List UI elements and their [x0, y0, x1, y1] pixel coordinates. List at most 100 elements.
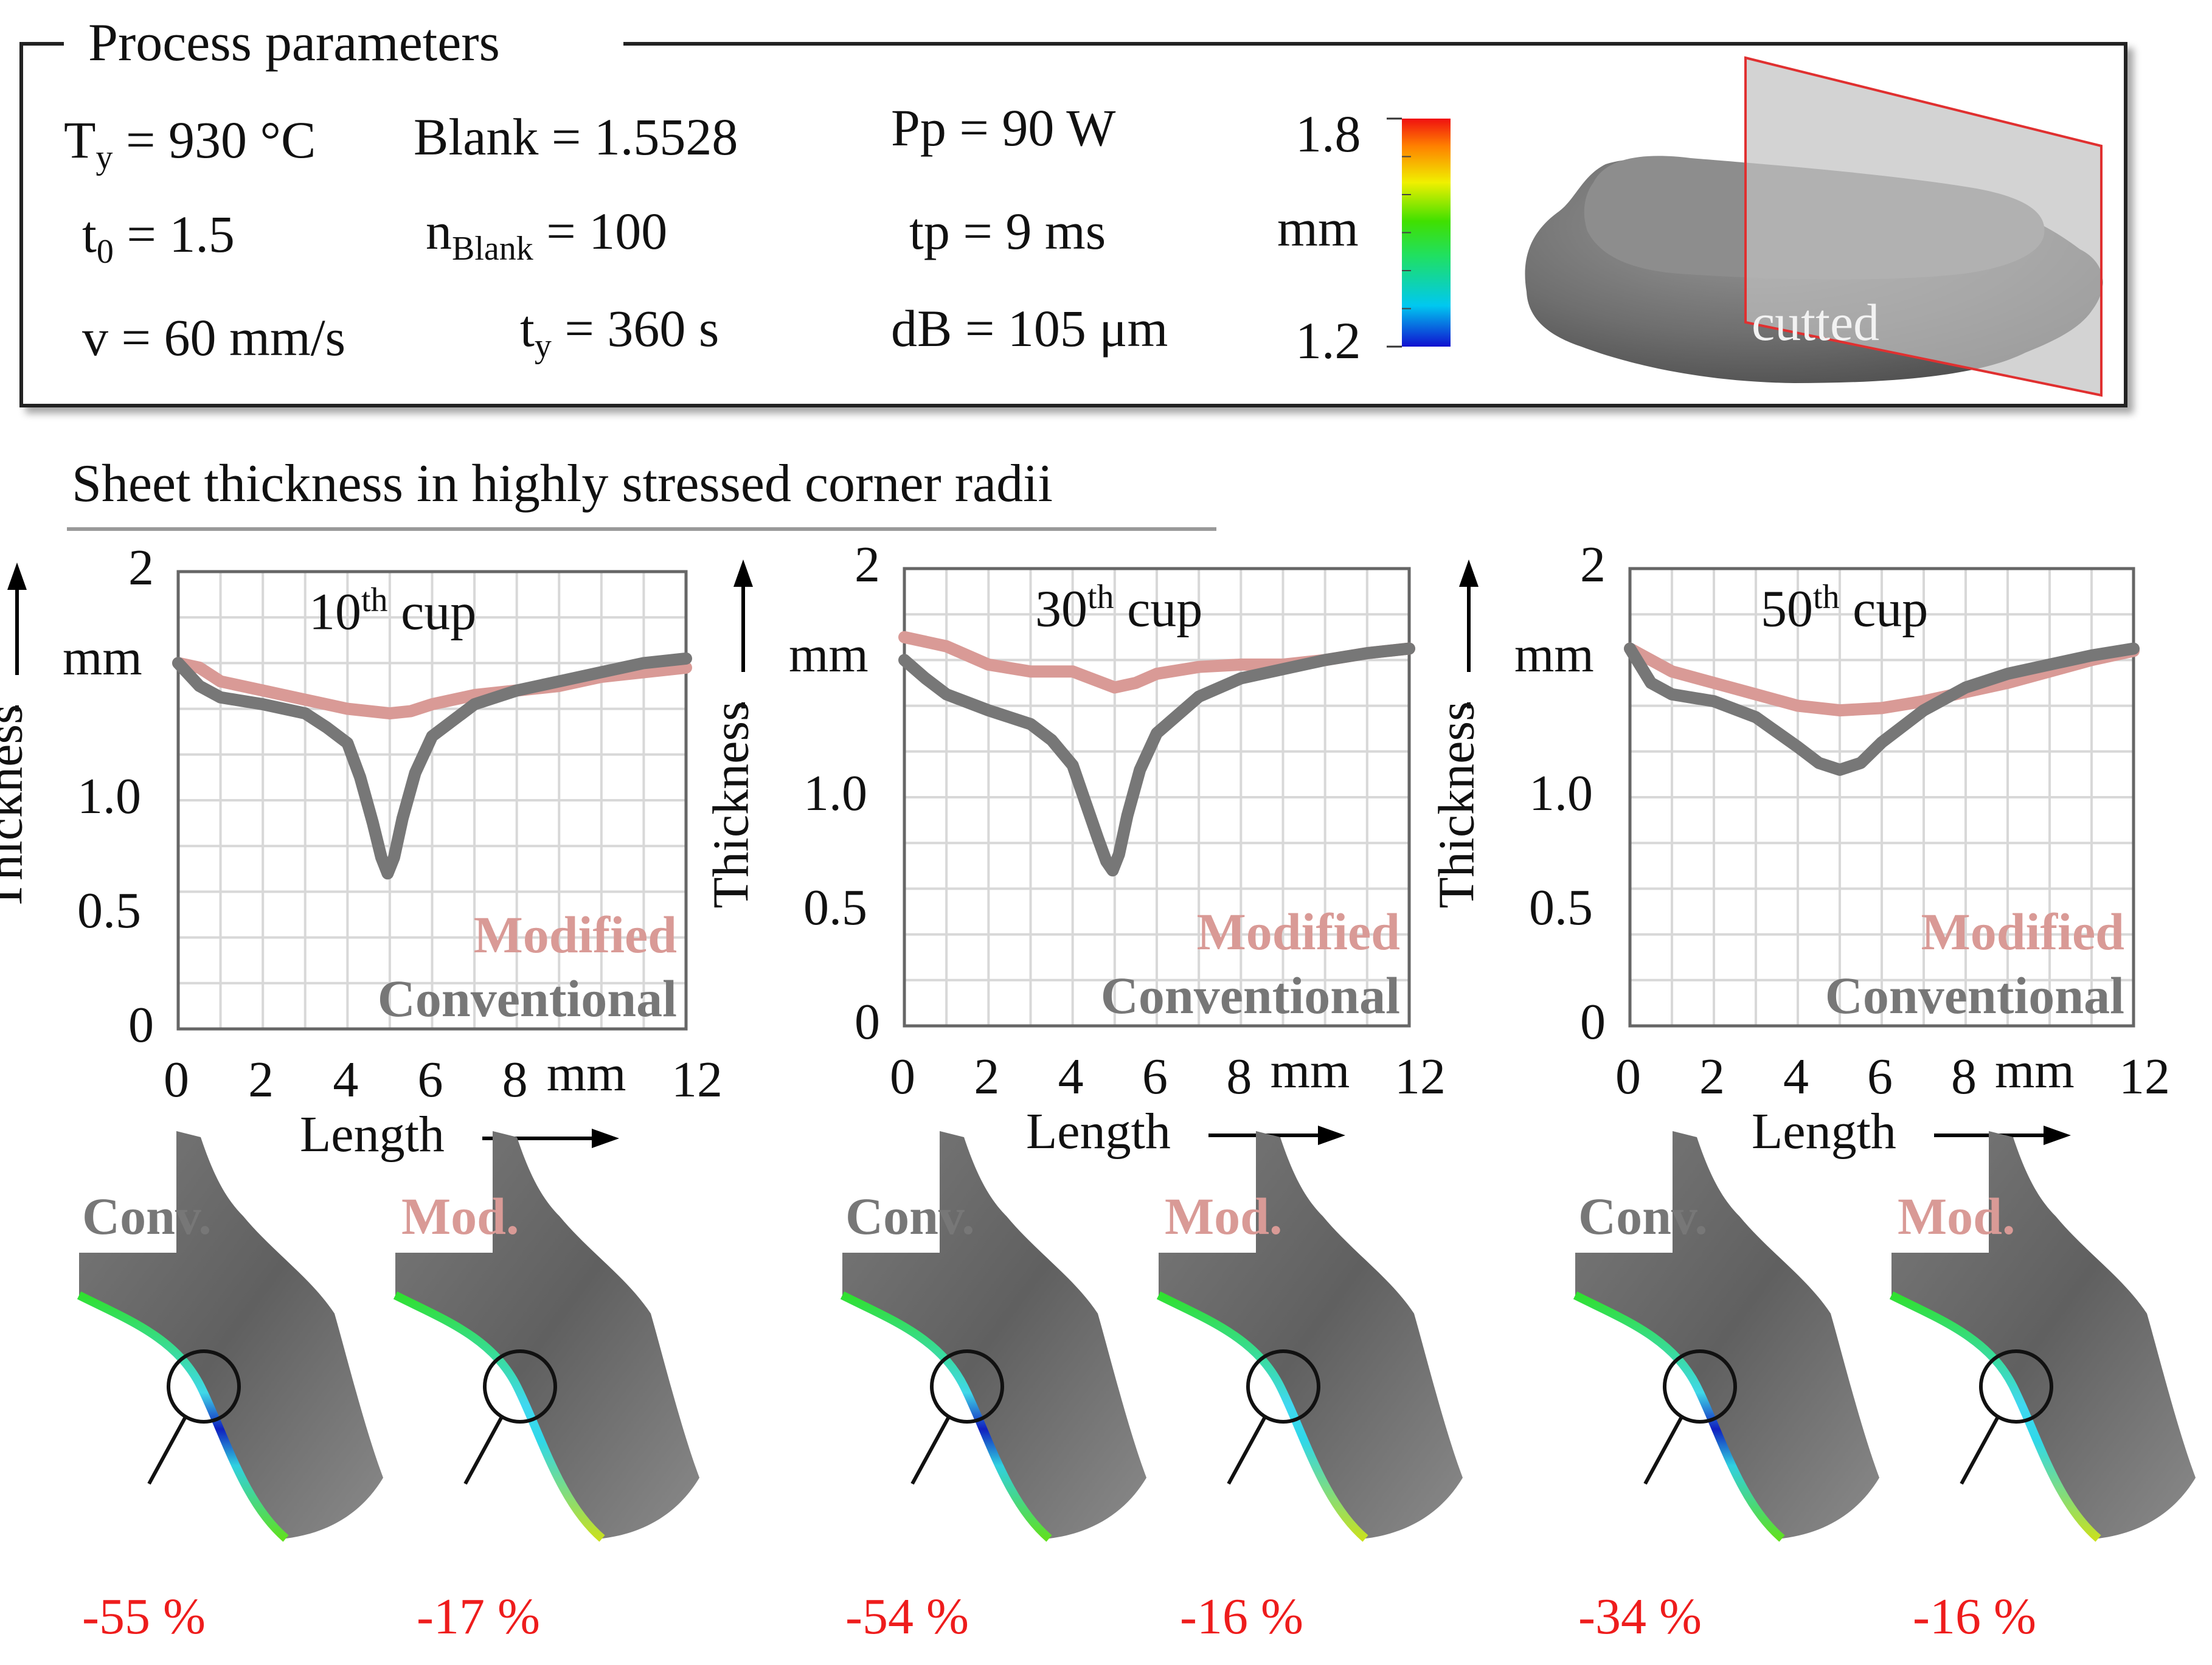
chart-frame — [1628, 567, 2135, 1028]
legend-modified: Modified — [1196, 902, 1400, 961]
y-unit-label: mm — [789, 626, 869, 683]
x-axis-label: Length — [300, 1106, 445, 1163]
scale-unit-label: mm — [1277, 199, 1359, 257]
x-tick-label: 12 — [2119, 1048, 2170, 1105]
sim-mod-1 — [1156, 1131, 1463, 1542]
leader-line — [147, 1416, 187, 1485]
x-tick-label: 8 — [502, 1051, 528, 1108]
y-tick-label: 0.5 — [803, 879, 867, 936]
sim-mod-label: Mod. — [401, 1187, 519, 1245]
sim-conv-label: Conv. — [1578, 1187, 1708, 1245]
y-tick-label: 0 — [128, 997, 154, 1053]
sim-conv-1 — [840, 1131, 1146, 1542]
sim-mod-label: Mod. — [1898, 1187, 2016, 1245]
y-axis-label: Thickness — [0, 704, 33, 912]
param-t0: t0 = 1.5 — [82, 205, 235, 271]
sim-conv-percent: -55 % — [82, 1588, 206, 1645]
x-tick-label: 12 — [1395, 1048, 1446, 1105]
y-tick-label: 2 — [128, 539, 154, 596]
param-pp: Pp = 90 W — [891, 99, 1116, 157]
y-tick-label: 1.0 — [803, 765, 867, 822]
params-title: Process parameters — [88, 13, 500, 72]
x-tick-label: 0 — [1615, 1048, 1641, 1105]
x-axis-label: Length — [1752, 1103, 1896, 1160]
y-tick-label: 0.5 — [1529, 879, 1593, 936]
y-tick-label: 1.0 — [1529, 765, 1593, 822]
y-tick-label: 2 — [855, 536, 880, 593]
x-tick-label: 0 — [164, 1051, 189, 1108]
sim-mod-0 — [393, 1131, 699, 1542]
param-ty-time: ty = 360 s — [520, 299, 719, 365]
sim-conv-2 — [1573, 1131, 1879, 1542]
sim-mod-percent: -16 % — [1913, 1588, 2036, 1645]
x-unit-label: mm — [1995, 1042, 2075, 1099]
y-axis-label: Thickness — [1428, 701, 1485, 909]
param-v: v = 60 mm/s — [82, 308, 346, 367]
x-tick-label: 8 — [1951, 1048, 1977, 1105]
scale-min-label: 1.2 — [1295, 311, 1361, 370]
param-db: dB = 105 μm — [891, 299, 1168, 358]
y-tick-label: 0.5 — [77, 882, 141, 939]
y-unit-label: mm — [63, 629, 142, 686]
chart-title: 50th cup — [1761, 578, 1929, 638]
legend-conventional: Conventional — [1825, 966, 2124, 1025]
x-axis-arrowhead — [592, 1129, 619, 1148]
chart-grid — [1630, 569, 2134, 1026]
series-line-conventional — [172, 652, 692, 880]
param-tp: tp = 9 ms — [909, 202, 1106, 260]
x-axis-arrowhead — [2044, 1126, 2071, 1145]
x-axis-arrowhead — [1318, 1126, 1345, 1145]
critical-zone-circle — [930, 1349, 1004, 1424]
y-axis-arrowhead — [733, 559, 753, 587]
x-tick-label: 2 — [248, 1051, 274, 1108]
y-tick-label: 2 — [1580, 536, 1606, 593]
section-title: Sheet thickness in highly stressed corne… — [72, 454, 1053, 513]
y-tick-label: 0 — [855, 994, 880, 1050]
scale-max-label: 1.8 — [1295, 105, 1361, 163]
chart-frame — [903, 567, 1411, 1028]
leader-line — [910, 1416, 951, 1485]
legend-modified: Modified — [473, 905, 677, 964]
chart-30th-cup — [733, 559, 1415, 1145]
x-tick-label: 6 — [417, 1051, 443, 1108]
y-tick-label: 1.0 — [77, 768, 141, 825]
y-axis-arrowhead — [1459, 559, 1479, 587]
y-tick-label: 0 — [1580, 994, 1606, 1050]
thickness-color-scale — [1387, 117, 1451, 348]
cut-label: cutted — [1752, 293, 1880, 351]
y-axis-label: Thickness — [702, 701, 760, 909]
sim-conv-label: Conv. — [82, 1187, 212, 1245]
chart-title: 30th cup — [1035, 578, 1203, 638]
x-tick-label: 2 — [1699, 1048, 1725, 1105]
x-tick-label: 4 — [1783, 1048, 1809, 1105]
series-line-conventional — [1624, 642, 2140, 776]
sim-conv-label: Conv. — [845, 1187, 975, 1245]
sim-conv-percent: -54 % — [845, 1588, 969, 1645]
x-unit-label: mm — [546, 1045, 626, 1102]
critical-zone-circle — [167, 1349, 241, 1424]
corner-simulations — [77, 1131, 2196, 1542]
sim-mod-percent: -17 % — [417, 1588, 540, 1645]
param-ty-temp: Ty = 930 °C — [64, 111, 316, 177]
param-nblank: nBlank = 100 — [426, 202, 668, 268]
x-tick-label: 6 — [1867, 1048, 1893, 1105]
leader-line — [1643, 1416, 1683, 1485]
critical-zone-circle — [483, 1349, 557, 1424]
x-tick-label: 4 — [333, 1051, 359, 1108]
critical-zone-circle — [1246, 1349, 1320, 1424]
leader-line — [1960, 1416, 2000, 1485]
critical-zone-circle — [1663, 1349, 1737, 1424]
legend-modified: Modified — [1921, 902, 2124, 961]
sim-mod-2 — [1889, 1131, 2196, 1542]
chart-title: 10th cup — [309, 581, 477, 641]
legend-conventional: Conventional — [1100, 966, 1400, 1025]
x-axis-label: Length — [1026, 1103, 1171, 1160]
series-line-modified — [1624, 642, 2140, 717]
x-unit-label: mm — [1270, 1042, 1350, 1099]
chart-10th-cup — [7, 562, 692, 1148]
sim-mod-percent: -16 % — [1180, 1588, 1303, 1645]
sim-conv-percent: -34 % — [1578, 1588, 1702, 1645]
leader-line — [463, 1416, 504, 1485]
param-blank: Blank = 1.5528 — [414, 108, 738, 166]
chart-frame — [176, 570, 688, 1031]
